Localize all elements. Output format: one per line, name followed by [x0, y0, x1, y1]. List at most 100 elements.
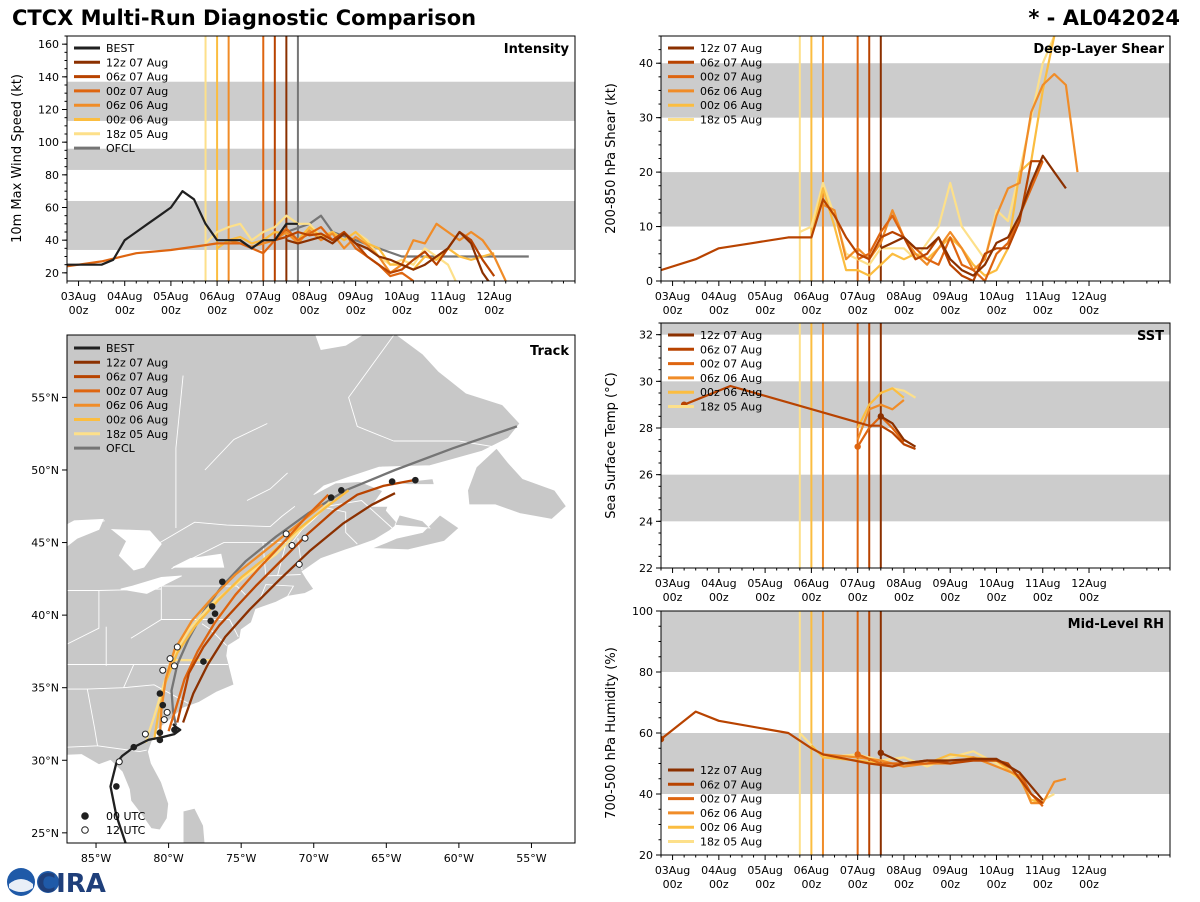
shear-legend-label-12z-07-aug: 12z 07 Aug — [700, 42, 762, 55]
sst-xtick-hour: 00z — [894, 591, 914, 604]
rh-legend-label-18z-05-aug: 18z 05 Aug — [700, 836, 762, 849]
rh-xtick-day: 12Aug — [1071, 864, 1106, 877]
intensity-series-12z-07-aug — [286, 230, 490, 281]
rh-xtick-hour: 00z — [663, 878, 683, 891]
track-dot-00utc-9 — [211, 610, 219, 617]
shear-legend-label-06z-07-aug: 06z 07 Aug — [700, 56, 762, 69]
rh-legend-label-12z-07-aug: 12z 07 Aug — [700, 764, 762, 777]
sst-band-1 — [661, 381, 1170, 428]
shear-xtick-day: 12Aug — [1071, 290, 1106, 303]
shear-ytick-label: 30 — [639, 112, 653, 125]
sst-xtick-hour: 00z — [1079, 591, 1099, 604]
sst-series-00z-06-aug — [856, 387, 905, 429]
rh-ytick-label: 60 — [639, 727, 653, 740]
rh-xtick-hour: 00z — [755, 878, 775, 891]
shear-band-0 — [661, 172, 1170, 227]
intensity-xtick-day: 05Aug — [153, 290, 188, 303]
intensity-plot-area — [67, 36, 575, 281]
intensity-xtick-hour: 00z — [161, 304, 181, 317]
track-legend-label-best: BEST — [106, 342, 134, 355]
intensity-legend-label-18z-05-aug: 18z 05 Aug — [106, 128, 168, 141]
sst-xtick-day: 09Aug — [932, 577, 967, 590]
rh-init-dot-00z-07-aug — [854, 751, 861, 758]
intensity-band-0 — [67, 200, 575, 250]
sst-xtick-day: 03Aug — [655, 577, 690, 590]
track-dot-00utc-4 — [159, 701, 167, 709]
rh-xtick-hour: 00z — [848, 878, 868, 891]
panel-rh: 2040608010003Aug00z04Aug00z05Aug00z06Aug… — [604, 605, 1171, 891]
shear-xtick-hour: 00z — [1033, 304, 1053, 317]
track-dot-00utc-8 — [208, 603, 216, 610]
track-dot-12utc-1 — [141, 730, 149, 738]
sst-xtick-hour: 00z — [940, 591, 960, 604]
sst-band-0 — [661, 474, 1170, 522]
rh-init-dot-06z-07-aug — [661, 735, 665, 743]
cira-emblem-icon — [37, 871, 59, 893]
rh-xtick-hour: 00z — [940, 878, 960, 891]
track-marker-legend-dot-0 — [81, 812, 89, 820]
track-marker-legend-label-0: 00 UTC — [106, 810, 146, 823]
track-dot-00utc-1 — [130, 743, 138, 751]
rh-xtick-hour: 00z — [801, 878, 821, 891]
map-border-20 — [159, 505, 296, 543]
track-xtick-label: 75°W — [226, 852, 256, 865]
shear-legend-label-18z-05-aug: 18z 05 Aug — [700, 114, 762, 127]
intensity-xtick-day: 03Aug — [61, 290, 96, 303]
track-dot-12utc-4 — [159, 666, 167, 674]
intensity-ytick-label: 140 — [38, 71, 59, 84]
map-border-1 — [97, 745, 147, 753]
intensity-legend-label-12z-07-aug: 12z 07 Aug — [106, 56, 168, 69]
rh-band-1 — [661, 611, 1170, 672]
shear-band-1 — [661, 63, 1170, 118]
intensity-xtick-day: 12Aug — [476, 290, 511, 303]
sst-xtick-day: 04Aug — [701, 577, 736, 590]
intensity-ytick-label: 160 — [38, 38, 59, 51]
intensity-band-2 — [67, 81, 575, 121]
cira-logo-text: CIRA — [37, 869, 106, 898]
intensity-ytick-label: 120 — [38, 104, 59, 117]
shear-legend-label-06z-06-aug: 06z 06 Aug — [700, 85, 762, 98]
intensity-xtick-hour: 00z — [438, 304, 458, 317]
panel-track: 85°W 80°W 75°W 70°W 65°W 60°W 55°W 25°N 30°N 35°N… — [31, 334, 576, 865]
track-legend-label-ofcl: OFCL — [106, 442, 136, 455]
rh-ytick-label: 80 — [639, 666, 653, 679]
track-dot-00utc-2 — [156, 736, 164, 744]
track-series-18z-05-aug — [144, 501, 331, 744]
rh-xtick-hour: 00z — [1033, 878, 1053, 891]
intensity-xtick-day: 04Aug — [107, 290, 142, 303]
map-newfoundland — [467, 447, 567, 520]
sst-band-2 — [661, 323, 1170, 335]
sst-ytick-label: 32 — [639, 329, 653, 342]
track-dot-00utc-0 — [113, 783, 120, 790]
rh-plot-area — [661, 611, 1170, 855]
track-legend-label-06z-07-aug: 06z 07 Aug — [106, 371, 168, 384]
sst-xtick-day: 06Aug — [794, 577, 829, 590]
map-ungava-bay — [315, 335, 363, 350]
rh-xtick-hour: 00z — [894, 878, 914, 891]
intensity-ytick-label: 80 — [45, 169, 59, 182]
track-dot-00utc-10 — [207, 617, 214, 625]
rh-legend-label-00z-07-aug: 00z 07 Aug — [700, 793, 762, 806]
rh-xtick-day: 08Aug — [886, 864, 921, 877]
shear-xtick-hour: 00z — [940, 304, 960, 317]
intensity-xtick-day: 06Aug — [199, 290, 234, 303]
intensity-xtick-day: 10Aug — [384, 290, 419, 303]
track-ytick-label: 45°N — [31, 537, 59, 550]
sst-ytick-label: 22 — [639, 562, 653, 575]
intensity-xtick-hour: 00z — [392, 304, 412, 317]
track-legend-label-00z-06-aug: 00z 06 Aug — [106, 414, 168, 427]
sst-xtick-day: 12Aug — [1071, 577, 1106, 590]
track-ytick-label: 35°N — [31, 682, 59, 695]
shear-xtick-day: 07Aug — [840, 290, 875, 303]
shear-xtick-day: 03Aug — [655, 290, 690, 303]
shear-xtick-day: 11Aug — [1025, 290, 1060, 303]
map-border-19 — [67, 520, 105, 527]
intensity-xtick-hour: 00z — [300, 304, 320, 317]
storm-id: * - AL042024 — [1028, 6, 1180, 30]
track-series-best — [109, 723, 182, 843]
track-title: Track — [530, 344, 569, 359]
shear-series-00z-06-aug — [810, 36, 1056, 277]
